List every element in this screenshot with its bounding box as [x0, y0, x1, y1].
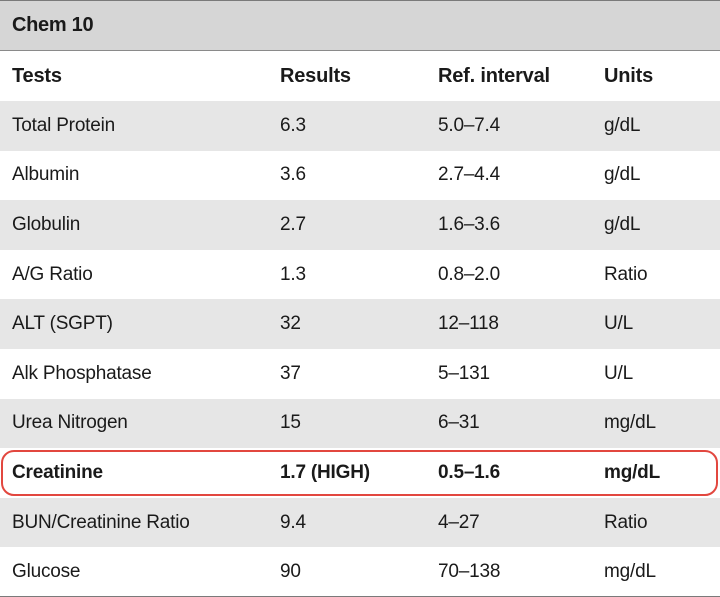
- test-units: mg/dL: [604, 461, 660, 483]
- header-results: Results: [280, 64, 351, 87]
- test-result: 3.6: [280, 164, 306, 186]
- test-result: 90: [280, 561, 301, 583]
- test-name: Glucose: [12, 561, 81, 583]
- test-ref-interval: 4–27: [438, 511, 480, 533]
- table-row-total-protein: Total Protein 6.3 5.0–7.4 g/dL: [0, 101, 720, 151]
- test-units: g/dL: [604, 164, 641, 186]
- table-row-ag-ratio: A/G Ratio 1.3 0.8–2.0 Ratio: [0, 250, 720, 300]
- test-ref-interval: 5.0–7.4: [438, 114, 500, 136]
- test-result: 1.7 (HIGH): [280, 461, 370, 483]
- table-header-row: Tests Results Ref. interval Units: [0, 51, 720, 101]
- test-ref-interval: 70–138: [438, 561, 501, 583]
- test-name: Total Protein: [12, 114, 116, 136]
- test-units: mg/dL: [604, 412, 656, 434]
- test-units: U/L: [604, 313, 633, 335]
- test-units: Ratio: [604, 263, 648, 285]
- test-result: 32: [280, 313, 301, 335]
- header-units: Units: [604, 64, 654, 87]
- test-ref-interval: 6–31: [438, 412, 480, 434]
- test-result: 15: [280, 412, 301, 434]
- table-row-glucose: Glucose 90 70–138 mg/dL: [0, 547, 720, 597]
- test-result: 9.4: [280, 511, 306, 533]
- table-title: Chem 10: [0, 1, 720, 51]
- test-units: Ratio: [604, 511, 648, 533]
- test-units: g/dL: [604, 213, 641, 235]
- table-row-albumin: Albumin 3.6 2.7–4.4 g/dL: [0, 151, 720, 201]
- test-name: Albumin: [12, 164, 80, 186]
- table-row-bun-creatinine-ratio: BUN/Creatinine Ratio 9.4 4–27 Ratio: [0, 497, 720, 548]
- test-units: mg/dL: [604, 561, 656, 583]
- test-result: 1.3: [280, 263, 306, 285]
- test-ref-interval: 0.8–2.0: [438, 263, 500, 285]
- test-units: g/dL: [604, 114, 641, 136]
- test-result: 37: [280, 362, 301, 384]
- test-name: Urea Nitrogen: [12, 412, 128, 434]
- table-row-alt-sgpt: ALT (SGPT) 32 12–118 U/L: [0, 299, 720, 349]
- table-row-alk-phosphatase: Alk Phosphatase 37 5–131 U/L: [0, 349, 720, 399]
- test-ref-interval: 2.7–4.4: [438, 164, 500, 186]
- test-result: 2.7: [280, 213, 306, 235]
- test-name: ALT (SGPT): [12, 313, 113, 335]
- test-ref-interval: 0.5–1.6: [438, 461, 500, 483]
- header-ref-interval: Ref. interval: [438, 64, 550, 87]
- test-name: A/G Ratio: [12, 263, 93, 285]
- test-name: Globulin: [12, 213, 81, 235]
- test-name: Creatinine: [12, 461, 103, 483]
- test-name: BUN/Creatinine Ratio: [12, 511, 190, 533]
- test-result: 6.3: [280, 114, 306, 136]
- test-ref-interval: 5–131: [438, 362, 490, 384]
- table-row-urea-nitrogen: Urea Nitrogen 15 6–31 mg/dL: [0, 398, 720, 449]
- header-tests: Tests: [12, 64, 62, 87]
- test-ref-interval: 1.6–3.6: [438, 213, 500, 235]
- test-units: U/L: [604, 362, 633, 384]
- table-row-globulin: Globulin 2.7 1.6–3.6 g/dL: [0, 200, 720, 250]
- test-name: Alk Phosphatase: [12, 362, 152, 384]
- table-row-creatinine: Creatinine 1.7 (HIGH) 0.5–1.6 mg/dL: [0, 448, 720, 498]
- test-ref-interval: 12–118: [438, 313, 499, 335]
